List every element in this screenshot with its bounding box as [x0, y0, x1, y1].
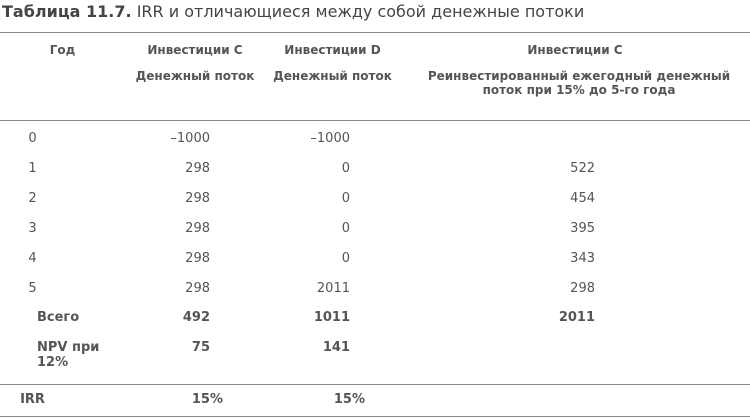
cell: 15% — [333, 392, 365, 407]
data-row: 1 298 0 522 — [0, 155, 750, 185]
cell — [400, 335, 750, 385]
data-row: 0 –1000 –1000 — [0, 125, 750, 155]
cell: 522 — [570, 160, 595, 176]
column-header: Инвестиции C — [147, 43, 243, 57]
total-row: NPV при 12% 75 141 — [0, 335, 750, 385]
cell: 0 — [341, 250, 350, 266]
cell: 298 — [185, 280, 210, 296]
column-subheader: Денежный поток — [273, 68, 392, 83]
cell: 298 — [185, 220, 210, 236]
data-row: 3 298 0 395 — [0, 215, 750, 245]
cell: 0 — [341, 160, 350, 176]
cell: 298 — [185, 190, 210, 206]
column-subheader: Денежный поток — [135, 68, 255, 83]
table-title: Таблица 11.7. IRR и отличающиеся между с… — [2, 2, 584, 21]
cell: 298 — [185, 160, 210, 176]
cell: 15% — [191, 392, 223, 407]
cell — [400, 125, 750, 155]
cell: –1000 — [170, 130, 210, 146]
header-row: Год Инвестиции C Инвестиции D Инвестиции C — [0, 32, 750, 69]
cell — [400, 385, 750, 417]
cell: 0 — [341, 220, 350, 236]
column-header: Инвестиции D — [284, 43, 381, 57]
irr-row: IRR 15% 15% — [0, 384, 750, 417]
cell: 395 — [570, 220, 595, 236]
cell: 2011 — [316, 280, 350, 296]
cell: 75 — [191, 339, 210, 355]
cell: –1000 — [310, 130, 350, 146]
subheader-row: Денежный поток Денежный поток Реинвестиров… — [0, 69, 750, 121]
data-row: 2 298 0 454 — [0, 185, 750, 215]
row-label: 4 — [28, 250, 37, 266]
data-row: 4 298 0 343 — [0, 245, 750, 275]
cell: 298 — [185, 250, 210, 266]
cell: 492 — [182, 309, 210, 325]
cell: 298 — [570, 280, 595, 296]
cell: 2011 — [558, 309, 595, 325]
row-label: 0 — [28, 130, 37, 146]
data-row: 5 298 2011 298 — [0, 275, 750, 305]
row-label: 1 — [28, 160, 37, 176]
column-subheader — [0, 69, 125, 121]
data-table: Год Инвестиции C Инвестиции D Инвестиции C Д… — [0, 32, 750, 417]
column-header: Год — [49, 43, 76, 57]
total-row: Всего 492 1011 2011 — [0, 305, 750, 335]
cell: 454 — [570, 190, 595, 206]
cell: 141 — [322, 339, 350, 355]
row-label: 2 — [28, 190, 37, 206]
cell: 343 — [570, 250, 595, 266]
table-caption: IRR и отличающиеся между собой денежные … — [136, 2, 585, 21]
cell: 0 — [341, 190, 350, 206]
column-subheader: Реинвестированный ежегодный денежный пот… — [427, 68, 731, 97]
column-header: Инвестиции C — [527, 43, 623, 57]
row-label: 3 — [28, 220, 37, 236]
row-label: 5 — [28, 280, 37, 296]
row-label: IRR — [20, 392, 45, 407]
row-label: NPV при 12% — [37, 339, 100, 370]
table-number: Таблица 11.7. — [2, 2, 132, 21]
cell: 1011 — [313, 309, 350, 325]
row-label: Всего — [37, 309, 80, 325]
